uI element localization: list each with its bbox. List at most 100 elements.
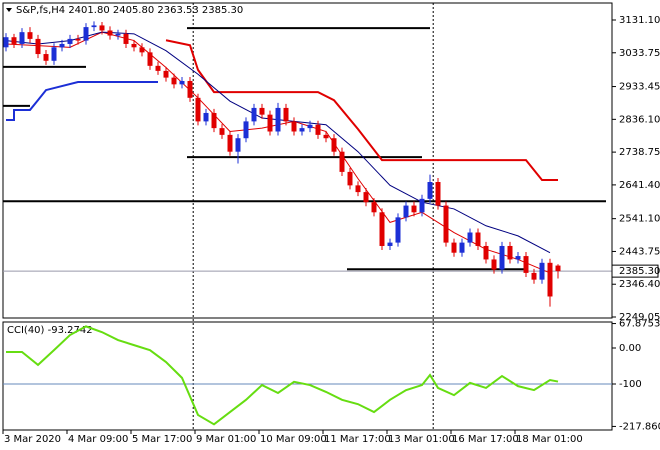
candle-body: [59, 43, 65, 48]
candle-body: [515, 256, 521, 260]
x-tick-label: 3 Mar 2020: [4, 434, 61, 445]
candle-body: [443, 205, 449, 243]
y-tick-label: 2443.75: [619, 246, 660, 257]
step-line: [165, 39, 558, 181]
candle-body: [507, 245, 513, 260]
candle-body: [483, 245, 489, 260]
x-tick-label: 16 Mar 17:00: [452, 434, 519, 445]
y-tick-label: 3033.75: [619, 48, 660, 59]
candle-body: [123, 33, 129, 44]
candle-body: [19, 32, 25, 44]
candle-body: [211, 112, 217, 129]
candle-body: [283, 107, 289, 122]
candle-body: [315, 124, 321, 135]
candle-body: [475, 232, 481, 246]
candle-body: [419, 198, 425, 213]
candle-body: [187, 80, 193, 98]
candle-body: [91, 25, 97, 28]
x-tick-label: 18 Mar 01:00: [516, 434, 583, 445]
price-panel: [2, 2, 613, 319]
x-tick-label: 10 Mar 09:00: [260, 434, 327, 445]
candle-body: [243, 121, 249, 139]
candle-body: [339, 151, 345, 172]
candle-body: [75, 38, 81, 41]
cci-panel: [2, 321, 613, 431]
candle-body: [219, 128, 225, 135]
cci-y-tick-label: 0.00: [619, 343, 641, 354]
candle-body: [539, 262, 545, 280]
candle-body: [251, 107, 257, 122]
candle-body: [275, 107, 281, 132]
y-tick-label: 3131.10: [619, 15, 660, 26]
step-line: [6, 80, 158, 122]
candle-body: [35, 38, 41, 55]
candle-body: [195, 97, 201, 122]
candle-body: [499, 245, 505, 270]
cci-title: CCI(40) -93.2742: [7, 325, 93, 336]
candle-body: [403, 205, 409, 218]
y-tick-label: 2836.10: [619, 114, 660, 125]
candle-body: [99, 25, 105, 31]
candle-body: [355, 185, 361, 193]
candle-body: [451, 242, 457, 253]
candle-body: [139, 47, 145, 53]
chart-header: S&P,fs,H4 2401.80 2405.80 2363.53 2385.3…: [16, 5, 243, 16]
cci-line: [6, 325, 559, 426]
candle-body: [379, 212, 385, 246]
y-tick-label: 2641.40: [619, 180, 660, 191]
candle-body: [435, 181, 441, 206]
candle-body: [459, 242, 465, 253]
x-tick-label: 11 Mar 17:00: [324, 434, 391, 445]
candle-body: [27, 32, 33, 39]
candle-body: [155, 65, 161, 71]
candle-body: [531, 272, 537, 280]
candle-body: [235, 138, 241, 152]
candle-body: [371, 202, 377, 213]
candle-body: [259, 107, 265, 115]
x-tick-label: 5 Mar 17:00: [132, 434, 192, 445]
candle-body: [467, 232, 473, 243]
menu-icon[interactable]: [6, 8, 12, 12]
candle-body: [83, 27, 89, 41]
candle-body: [107, 30, 113, 36]
candle-body: [51, 47, 57, 61]
candle-body: [387, 242, 393, 246]
candle-body: [299, 128, 305, 132]
candle-body: [147, 52, 153, 66]
candle-body: [115, 33, 121, 36]
cci-y-tick-label: -100: [619, 379, 642, 390]
candle-body: [491, 259, 497, 270]
candle-body: [3, 37, 9, 48]
candle-body: [411, 205, 417, 213]
y-tick-label: 2541.10: [619, 214, 660, 225]
candle-body: [67, 38, 73, 44]
candle-body: [347, 171, 353, 186]
y-tick-label: 2346.40: [619, 279, 660, 290]
candle-body: [171, 77, 177, 85]
last-price-box: [611, 264, 659, 278]
y-tick-label: 2933.45: [619, 82, 660, 93]
candle-body: [11, 37, 17, 44]
candle-body: [203, 112, 209, 122]
candle-body: [43, 54, 49, 61]
candle-body: [179, 80, 185, 85]
candle-body: [227, 134, 233, 152]
moving-average: [5, 31, 551, 254]
candle-body: [331, 138, 337, 152]
candle-body: [363, 192, 369, 203]
candle-body: [291, 121, 297, 132]
last-price-label: 2385.30: [619, 266, 660, 277]
candle-body: [163, 70, 169, 78]
x-tick-label: 9 Mar 01:00: [196, 434, 256, 445]
candle-body: [523, 256, 529, 273]
candle-body: [267, 114, 273, 132]
x-tick-label: 13 Mar 01:00: [388, 434, 455, 445]
candle-body: [323, 134, 329, 139]
x-tick-label: 4 Mar 09:00: [68, 434, 128, 445]
cci-y-tick-label: -217.8605: [619, 421, 660, 432]
cci-y-tick-label: 67.8753: [619, 319, 660, 330]
candle-body: [547, 262, 553, 297]
candle-body: [427, 181, 433, 199]
candle-body: [131, 43, 137, 48]
